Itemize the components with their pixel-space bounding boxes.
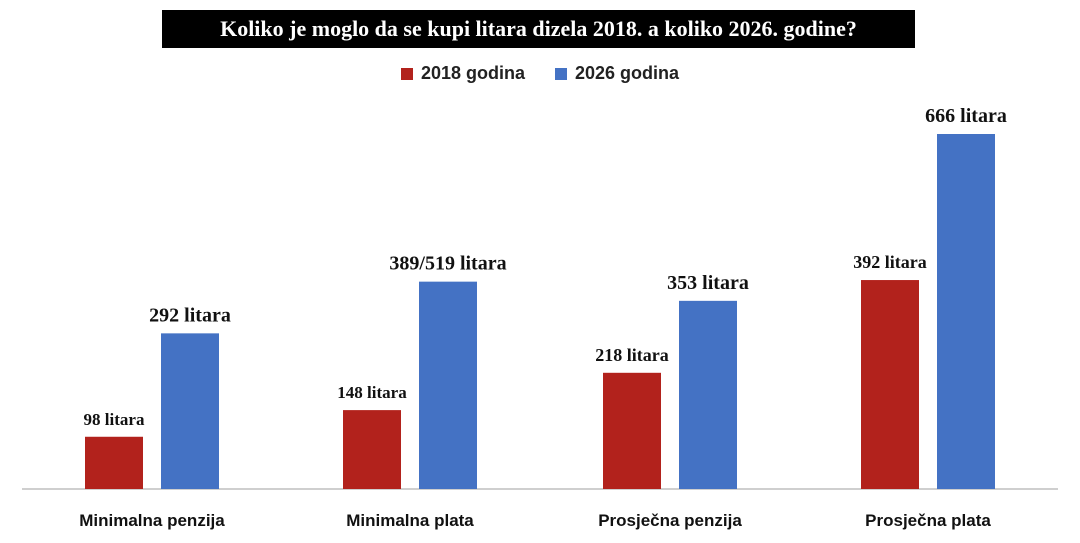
data-label-2026-3: 353 litara <box>667 272 749 294</box>
legend: 2018 godina 2026 godina <box>0 63 1080 84</box>
bar-2018-2 <box>343 410 401 489</box>
legend-label-2026: 2026 godina <box>575 63 680 83</box>
data-label-2026-4: 666 litara <box>925 105 1007 127</box>
bar-2018-3 <box>603 372 661 489</box>
bar-2026-2 <box>419 281 477 489</box>
chart-title-bar: Koliko je moglo da se kupi litara dizela… <box>162 10 915 48</box>
bar-2026-1 <box>161 333 219 489</box>
data-label-2026-2: 389/519 litara <box>389 253 506 275</box>
legend-swatch-2018 <box>400 67 413 80</box>
bar-2018-1 <box>85 436 143 489</box>
legend-item-2026: 2026 godina <box>555 63 679 84</box>
chart-title: Koliko je moglo da se kupi litara dizela… <box>220 16 857 41</box>
category-label-3: Prosječna penzija <box>598 511 742 530</box>
data-label-2018-3: 218 litara <box>595 345 669 365</box>
legend-label-2018: 2018 godina <box>420 63 525 83</box>
legend-item-2018: 2018 godina <box>400 63 525 84</box>
category-label-4: Prosječna plata <box>865 511 991 530</box>
bar-2026-3 <box>679 300 737 489</box>
category-label-2: Minimalna plata <box>346 511 474 530</box>
data-label-2018-4: 392 litara <box>853 252 927 272</box>
bar-2026-4 <box>937 134 995 489</box>
legend-swatch-2026 <box>555 67 567 80</box>
data-label-2018-1: 98 litara <box>84 410 145 429</box>
bar-2018-4 <box>861 280 919 489</box>
data-label-2026-1: 292 litara <box>149 304 231 326</box>
category-label-1: Minimalna penzija <box>79 511 225 530</box>
data-label-2018-2: 148 litara <box>337 383 407 402</box>
